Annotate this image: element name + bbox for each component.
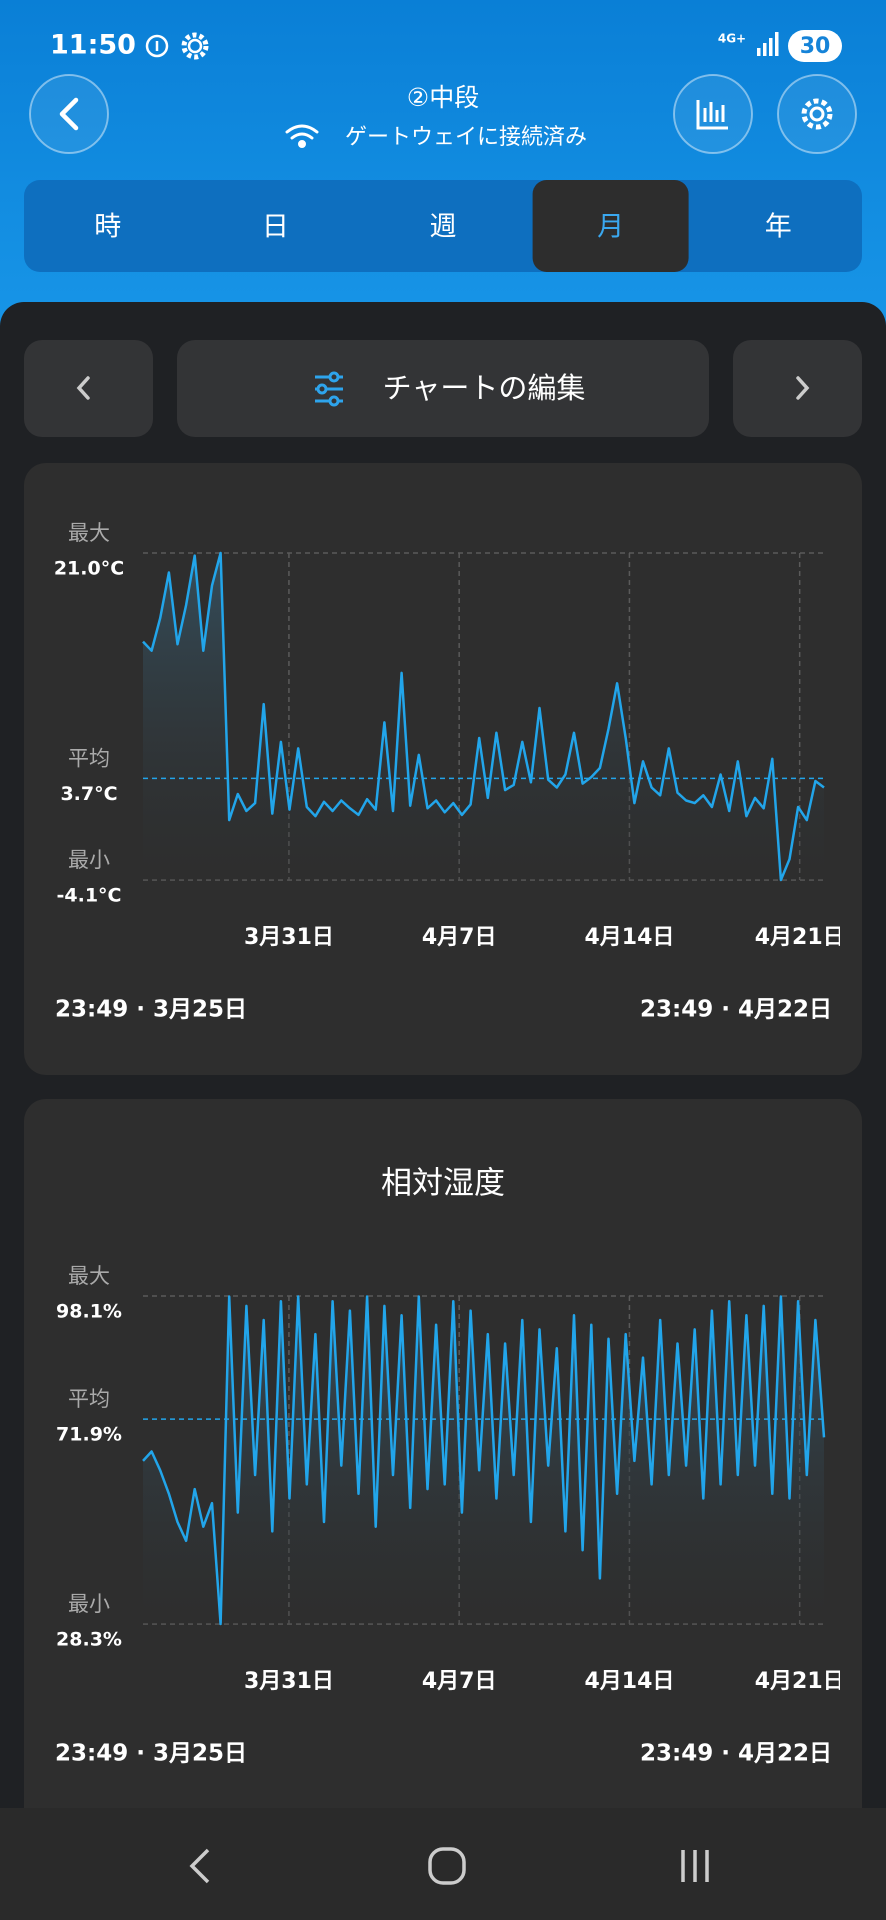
min-caption: 最小 [68, 1592, 110, 1616]
chart: 3月31日 4月7日 4月14日 4月21日 最大 21.0°C 平均 3.7°C 最小 -4.1… [54, 521, 845, 1023]
nav-home[interactable] [428, 1847, 466, 1885]
header-background [0, 0, 886, 340]
network-type: 4G+ [718, 32, 746, 46]
min-label: 28.3% [56, 1629, 122, 1651]
battery-level: 30 [800, 34, 831, 59]
x-tick-label: 4月7日 [422, 1669, 497, 1694]
nav-back[interactable] [189, 1848, 210, 1884]
x-tick-label: 3月31日 [244, 925, 334, 950]
chart-title: 相対湿度 [381, 1166, 505, 1202]
avg-label: 71.9% [56, 1424, 122, 1446]
max-label: 98.1% [56, 1301, 122, 1323]
data-line [142, 1295, 826, 1626]
prev-button[interactable] [24, 340, 153, 437]
nav-recents[interactable] [681, 1850, 709, 1882]
avg-label: 3.7°C [60, 783, 117, 805]
tab-label[interactable]: 日 [262, 212, 289, 243]
status-time: 11:50 [50, 30, 136, 61]
x-tick-label: 4月21日 [755, 1669, 845, 1694]
status-icons [145, 32, 209, 60]
wifi-icon [285, 124, 319, 148]
data-line [142, 551, 825, 882]
chart-card [24, 463, 862, 1075]
chart: 相対湿度 3月31日 4月7日 4月14日 4月21日 最大 98.1% 平均 71.9% 最小 2… [55, 1166, 845, 1767]
x-tick-label: 4月14日 [584, 1669, 674, 1694]
settings-button[interactable] [777, 74, 857, 154]
navigation-bar [0, 1808, 886, 1920]
avg-caption: 平均 [68, 1387, 110, 1411]
active-tab [532, 180, 689, 272]
tab-label[interactable]: 時 [94, 212, 121, 243]
next-button[interactable] [733, 340, 862, 437]
charts: 3月31日 4月7日 4月14日 4月21日最大21.0°C平均3.7°C最小-4.1… [54, 521, 845, 1767]
end-time: 23:49 · 4月22日 [640, 997, 832, 1023]
x-tick-label: 4月21日 [755, 925, 845, 950]
battery-pill [788, 30, 842, 62]
tab-label[interactable]: 月 [597, 212, 624, 243]
tab-label[interactable]: 週 [430, 212, 457, 243]
x-tick-label: 4月7日 [422, 925, 497, 950]
tabs: 時日週月年 [94, 180, 792, 272]
min-caption: 最小 [68, 848, 110, 872]
tab-label[interactable]: 年 [765, 212, 792, 243]
signal-icon [757, 32, 779, 56]
back-button[interactable] [29, 74, 109, 154]
x-tick-label: 3月31日 [244, 1669, 334, 1694]
device-title: ②中段 [407, 83, 479, 112]
connection-status: ゲートウェイに接続済み [345, 125, 587, 150]
start-time: 23:49 · 3月25日 [55, 1741, 247, 1767]
end-time: 23:49 · 4月22日 [640, 1741, 832, 1767]
max-caption: 最大 [68, 1264, 110, 1288]
edit-chart-button[interactable]: チャートの編集 [177, 340, 709, 437]
area [143, 553, 824, 880]
max-label: 21.0°C [54, 558, 124, 580]
chart-button[interactable] [673, 74, 753, 154]
max-caption: 最大 [68, 521, 110, 545]
min-label: -4.1°C [57, 885, 122, 907]
x-tick-label: 4月14日 [584, 925, 674, 950]
avg-caption: 平均 [68, 746, 110, 770]
start-time: 23:49 · 3月25日 [55, 997, 247, 1023]
edit-chart-label: チャートの編集 [383, 371, 586, 405]
